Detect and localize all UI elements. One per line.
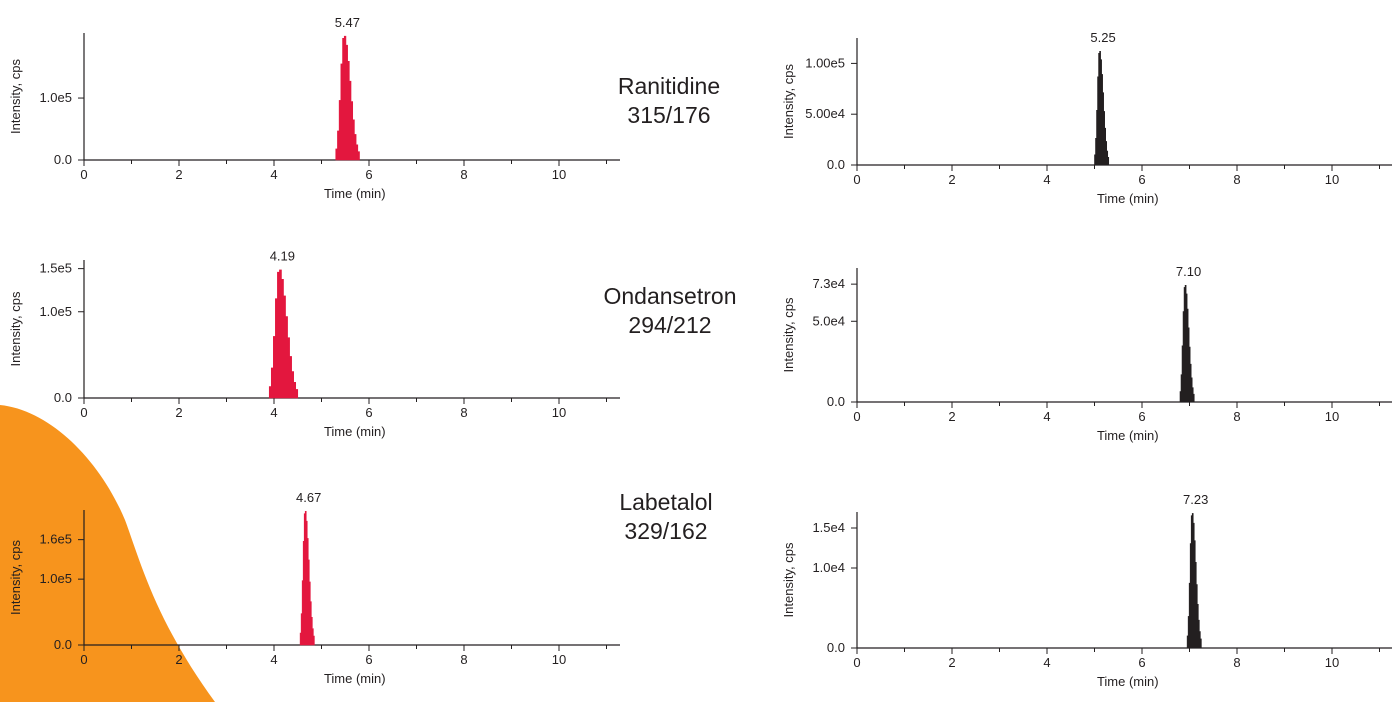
compound-label-ranitidine: Ranitidine 315/176 xyxy=(579,72,759,130)
x-tick-label: 8 xyxy=(1233,409,1240,424)
y-tick-label: 0.0 xyxy=(54,637,72,652)
x-tick-label: 0 xyxy=(80,167,87,182)
x-tick-label: 6 xyxy=(365,167,372,182)
x-tick-label: 2 xyxy=(175,405,182,420)
peak-label: 4.19 xyxy=(270,249,295,264)
y-tick-label: 0.0 xyxy=(827,640,845,655)
compound-name: Ranitidine xyxy=(617,73,721,99)
x-tick-label: 0 xyxy=(853,409,860,424)
x-tick-label: 2 xyxy=(948,409,955,424)
chromatogram-labetalol-left: 0 2 4 6 8 10 0.0 1.0e5 1.6e5 Time (min) Intensity,… xyxy=(8,490,620,686)
peak-label: 5.25 xyxy=(1090,30,1115,45)
compound-name: Ondansetron xyxy=(603,283,737,309)
peak-label: 5.47 xyxy=(335,15,360,30)
chromatogram-ranitidine-left: 0 2 4 6 8 10 0.0 1.0e5 Time (min) Intensity, cps 5… xyxy=(8,15,620,201)
y-axis-label: Intensity, cps xyxy=(781,297,796,372)
y-axis-label: Intensity, cps xyxy=(8,291,23,366)
y-tick-label: 7.3e4 xyxy=(812,276,845,291)
y-tick-label: 1.0e5 xyxy=(39,90,72,105)
y-tick-label: 1.00e5 xyxy=(805,55,845,70)
y-tick-label: 0.0 xyxy=(827,394,845,409)
x-tick-label: 6 xyxy=(365,652,372,667)
compound-label-labetalol: Labetalol 329/162 xyxy=(576,488,756,546)
x-tick-label: 8 xyxy=(1233,172,1240,187)
x-tick-label: 0 xyxy=(80,405,87,420)
x-tick-label: 6 xyxy=(1138,409,1145,424)
x-tick-label: 6 xyxy=(1138,172,1145,187)
y-tick-label: 5.00e4 xyxy=(805,106,845,121)
compound-name: Labetalol xyxy=(619,489,713,515)
x-axis-label: Time (min) xyxy=(1097,674,1159,689)
x-tick-label: 2 xyxy=(948,655,955,670)
x-tick-label: 4 xyxy=(1043,655,1050,670)
x-axis-label: Time (min) xyxy=(324,671,386,686)
x-tick-label: 0 xyxy=(80,652,87,667)
compound-transition: 315/176 xyxy=(627,102,711,128)
peak-area xyxy=(1186,513,1202,649)
x-axis-label: Time (min) xyxy=(1097,191,1159,206)
y-tick-label: 1.5e4 xyxy=(812,520,845,535)
y-axis-label: Intensity, cps xyxy=(8,59,23,134)
peak-area xyxy=(1179,285,1195,403)
y-tick-label: 5.0e4 xyxy=(812,313,845,328)
chromatogram-ranitidine-right: 0 2 4 6 8 10 0.0 5.00e4 1.00e5 Time (min) Intensit… xyxy=(781,30,1392,206)
peak-label: 4.67 xyxy=(296,490,321,505)
y-tick-label: 0.0 xyxy=(827,157,845,172)
y-axis-label: Intensity, cps xyxy=(8,540,23,615)
x-tick-label: 10 xyxy=(1325,172,1339,187)
x-tick-label: 8 xyxy=(460,652,467,667)
x-tick-label: 10 xyxy=(552,405,566,420)
x-axis-label: Time (min) xyxy=(324,424,386,439)
x-tick-label: 4 xyxy=(270,652,277,667)
x-tick-label: 4 xyxy=(270,405,277,420)
y-tick-label: 1.0e5 xyxy=(39,304,72,319)
x-tick-label: 10 xyxy=(552,167,566,182)
x-tick-label: 2 xyxy=(175,167,182,182)
x-tick-label: 0 xyxy=(853,172,860,187)
y-tick-label: 0.0 xyxy=(54,390,72,405)
x-tick-label: 6 xyxy=(365,405,372,420)
y-tick-label: 0.0 xyxy=(54,152,72,167)
x-tick-label: 0 xyxy=(853,655,860,670)
peak-area xyxy=(1094,51,1110,166)
x-tick-label: 10 xyxy=(1325,409,1339,424)
y-tick-label: 1.6e5 xyxy=(39,532,72,547)
x-tick-label: 10 xyxy=(552,652,566,667)
x-tick-label: 10 xyxy=(1325,655,1339,670)
peak-label: 7.10 xyxy=(1176,264,1201,279)
x-tick-label: 8 xyxy=(1233,655,1240,670)
compound-label-ondansetron: Ondansetron 294/212 xyxy=(580,282,760,340)
y-tick-label: 1.5e5 xyxy=(39,261,72,276)
y-axis-label: Intensity, cps xyxy=(781,64,796,139)
peak-area xyxy=(299,511,315,646)
compound-transition: 329/162 xyxy=(624,518,708,544)
x-tick-label: 4 xyxy=(1043,172,1050,187)
x-tick-label: 2 xyxy=(175,652,182,667)
chromatogram-labetalol-right: 0 2 4 6 8 10 0.0 1.0e4 1.5e4 Time (min) Intensity,… xyxy=(781,492,1392,689)
x-tick-label: 8 xyxy=(460,167,467,182)
x-tick-label: 2 xyxy=(948,172,955,187)
x-tick-label: 6 xyxy=(1138,655,1145,670)
y-tick-label: 1.0e5 xyxy=(39,571,72,586)
x-axis-label: Time (min) xyxy=(324,186,386,201)
chromatogram-ondansetron-left: 0 2 4 6 8 10 0.0 1.0e5 1.5e5 Time (min) Intensity,… xyxy=(8,249,620,439)
y-axis-label: Intensity, cps xyxy=(781,542,796,617)
peak-area xyxy=(268,269,299,399)
x-axis-label: Time (min) xyxy=(1097,428,1159,443)
compound-transition: 294/212 xyxy=(628,312,712,338)
x-tick-label: 8 xyxy=(460,405,467,420)
peak-area xyxy=(335,35,360,161)
chromatogram-ondansetron-right: 0 2 4 6 8 10 0.0 5.0e4 7.3e4 Time (min) Intensity,… xyxy=(781,264,1392,443)
x-tick-label: 4 xyxy=(270,167,277,182)
peak-label: 7.23 xyxy=(1183,492,1208,507)
x-tick-label: 4 xyxy=(1043,409,1050,424)
y-tick-label: 1.0e4 xyxy=(812,560,845,575)
